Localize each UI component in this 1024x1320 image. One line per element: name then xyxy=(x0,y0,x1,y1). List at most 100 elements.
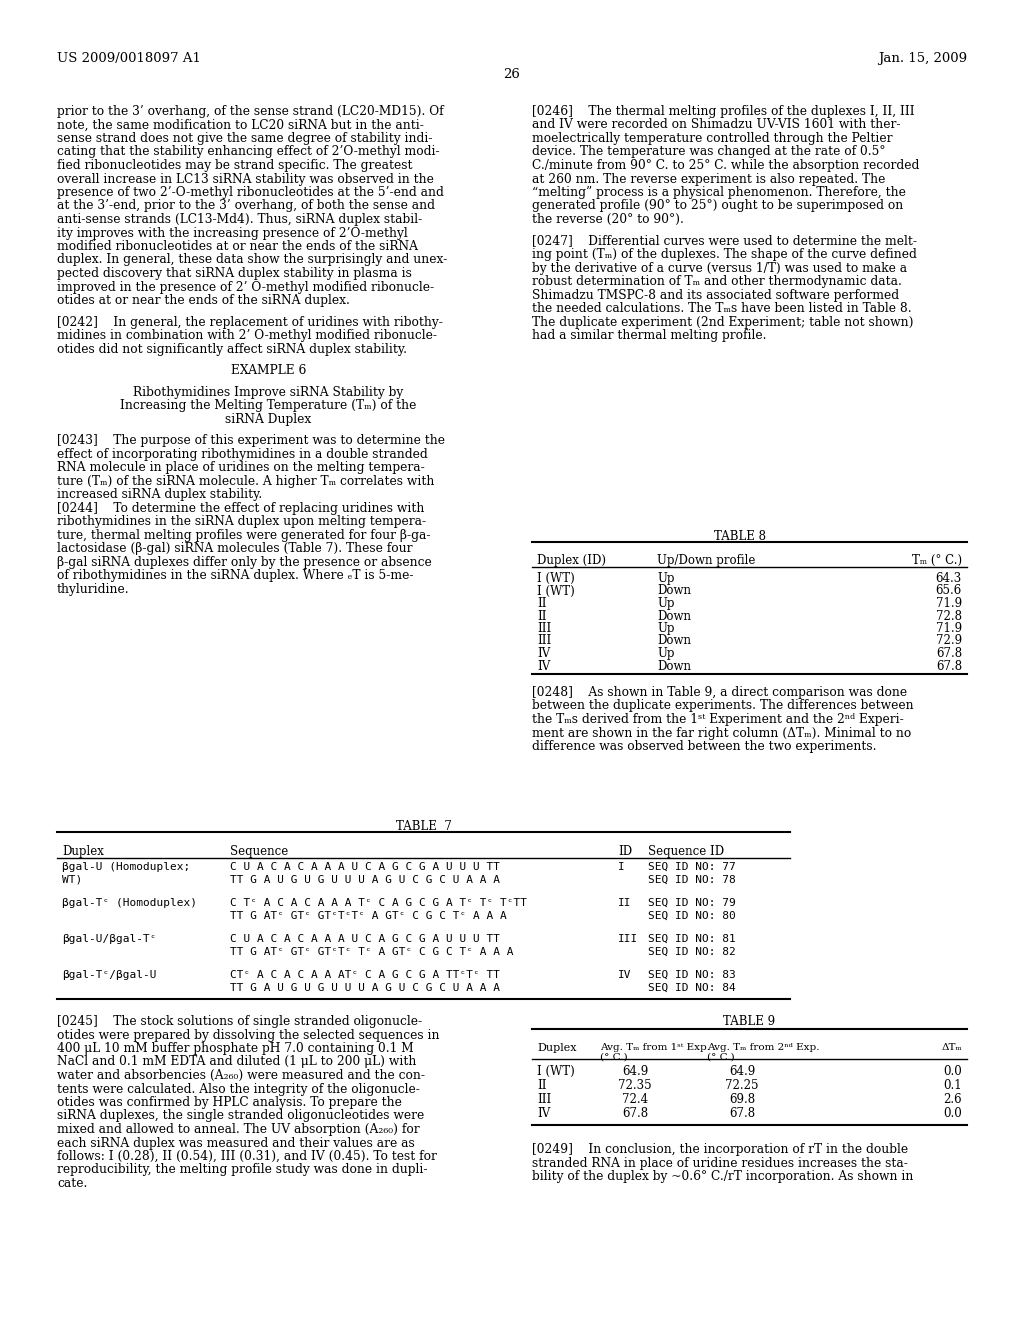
Text: SEQ ID NO: 78: SEQ ID NO: 78 xyxy=(648,875,736,884)
Text: ture (Tₘ) of the siRNA molecule. A higher Tₘ correlates with: ture (Tₘ) of the siRNA molecule. A highe… xyxy=(57,475,434,488)
Text: SEQ ID NO: 81: SEQ ID NO: 81 xyxy=(648,935,736,944)
Text: stranded RNA in place of uridine residues increases the sta-: stranded RNA in place of uridine residue… xyxy=(532,1156,908,1170)
Text: robust determination of Tₘ and other thermodynamic data.: robust determination of Tₘ and other the… xyxy=(532,275,902,288)
Text: Jan. 15, 2009: Jan. 15, 2009 xyxy=(878,51,967,65)
Text: siRNA Duplex: siRNA Duplex xyxy=(225,413,311,426)
Text: III: III xyxy=(618,935,638,944)
Text: 71.9: 71.9 xyxy=(936,597,962,610)
Text: β-gal siRNA duplexes differ only by the presence or absence: β-gal siRNA duplexes differ only by the … xyxy=(57,556,432,569)
Text: 71.9: 71.9 xyxy=(936,622,962,635)
Text: IV: IV xyxy=(537,1107,550,1119)
Text: [0248]    As shown in Table 9, a direct comparison was done: [0248] As shown in Table 9, a direct com… xyxy=(532,686,907,700)
Text: tents were calculated. Also the integrity of the oligonucle-: tents were calculated. Also the integrit… xyxy=(57,1082,420,1096)
Text: I (WT): I (WT) xyxy=(537,572,574,585)
Text: SEQ ID NO: 77: SEQ ID NO: 77 xyxy=(648,862,736,873)
Text: duplex. In general, these data show the surprisingly and unex-: duplex. In general, these data show the … xyxy=(57,253,447,267)
Text: Up: Up xyxy=(657,647,675,660)
Text: Down: Down xyxy=(657,610,691,623)
Text: βgal-Tᶜ/βgal-U: βgal-Tᶜ/βgal-U xyxy=(62,970,157,979)
Text: the reverse (20° to 90°).: the reverse (20° to 90°). xyxy=(532,213,684,226)
Text: II: II xyxy=(537,597,547,610)
Text: 72.35: 72.35 xyxy=(618,1078,652,1092)
Text: 67.8: 67.8 xyxy=(622,1107,648,1119)
Text: US 2009/0018097 A1: US 2009/0018097 A1 xyxy=(57,51,201,65)
Text: SEQ ID NO: 83: SEQ ID NO: 83 xyxy=(648,970,736,979)
Text: Duplex (ID): Duplex (ID) xyxy=(537,554,606,568)
Text: III: III xyxy=(537,635,551,648)
Text: TABLE 9: TABLE 9 xyxy=(723,1015,775,1028)
Text: each siRNA duplex was measured and their values are as: each siRNA duplex was measured and their… xyxy=(57,1137,415,1150)
Text: II: II xyxy=(537,610,547,623)
Text: (° C.): (° C.) xyxy=(707,1053,734,1063)
Text: at the 3’-end, prior to the 3’ overhang, of both the sense and: at the 3’-end, prior to the 3’ overhang,… xyxy=(57,199,435,213)
Text: II: II xyxy=(618,898,632,908)
Text: ity improves with the increasing presence of 2’O-methyl: ity improves with the increasing presenc… xyxy=(57,227,408,239)
Text: [0242]    In general, the replacement of uridines with ribothy-: [0242] In general, the replacement of ur… xyxy=(57,315,442,329)
Text: 72.9: 72.9 xyxy=(936,635,962,648)
Text: midines in combination with 2’ O-methyl modified ribonucle-: midines in combination with 2’ O-methyl … xyxy=(57,329,437,342)
Text: Up/Down profile: Up/Down profile xyxy=(657,554,756,568)
Text: Tₘ (° C.): Tₘ (° C.) xyxy=(912,554,962,568)
Text: ture, thermal melting profiles were generated for four β-ga-: ture, thermal melting profiles were gene… xyxy=(57,529,430,543)
Text: βgal-Tᶜ (Homoduplex): βgal-Tᶜ (Homoduplex) xyxy=(62,898,197,908)
Text: had a similar thermal melting profile.: had a similar thermal melting profile. xyxy=(532,329,767,342)
Text: (° C.): (° C.) xyxy=(600,1053,628,1063)
Text: βgal-U (Homoduplex;: βgal-U (Homoduplex; xyxy=(62,862,190,873)
Text: modified ribonucleotides at or near the ends of the siRNA: modified ribonucleotides at or near the … xyxy=(57,240,418,253)
Text: [0249]    In conclusion, the incorporation of rT in the double: [0249] In conclusion, the incorporation … xyxy=(532,1143,908,1156)
Text: Avg. Tₘ from 1ˢᵗ Exp.: Avg. Tₘ from 1ˢᵗ Exp. xyxy=(600,1043,710,1052)
Text: SEQ ID NO: 84: SEQ ID NO: 84 xyxy=(648,983,736,993)
Text: ΔTₘ: ΔTₘ xyxy=(941,1043,962,1052)
Text: Avg. Tₘ from 2ⁿᵈ Exp.: Avg. Tₘ from 2ⁿᵈ Exp. xyxy=(707,1043,819,1052)
Text: ID: ID xyxy=(618,845,632,858)
Text: reproducibility, the melting profile study was done in dupli-: reproducibility, the melting profile stu… xyxy=(57,1163,427,1176)
Text: C U A C A C A A A U C A G C G A U U U TT: C U A C A C A A A U C A G C G A U U U TT xyxy=(230,862,500,873)
Text: III: III xyxy=(537,1093,551,1106)
Text: 64.9: 64.9 xyxy=(622,1065,648,1078)
Text: anti-sense strands (LC13-Md4). Thus, siRNA duplex stabil-: anti-sense strands (LC13-Md4). Thus, siR… xyxy=(57,213,422,226)
Text: 400 μL 10 mM buffer phosphate pH 7.0 containing 0.1 M: 400 μL 10 mM buffer phosphate pH 7.0 con… xyxy=(57,1041,414,1055)
Text: water and absorbencies (A₂₆₀) were measured and the con-: water and absorbencies (A₂₆₀) were measu… xyxy=(57,1069,425,1082)
Text: C Tᶜ A C A C A A A Tᶜ C A G C G A Tᶜ Tᶜ TᶜTT: C Tᶜ A C A C A A A Tᶜ C A G C G A Tᶜ Tᶜ … xyxy=(230,898,527,908)
Text: Down: Down xyxy=(657,660,691,672)
Text: the needed calculations. The Tₘs have been listed in Table 8.: the needed calculations. The Tₘs have be… xyxy=(532,302,911,315)
Text: lactosidase (β-gal) siRNA molecules (Table 7). These four: lactosidase (β-gal) siRNA molecules (Tab… xyxy=(57,543,413,556)
Text: III: III xyxy=(537,622,551,635)
Text: 65.6: 65.6 xyxy=(936,585,962,598)
Text: C U A C A C A A A U C A G C G A U U U TT: C U A C A C A A A U C A G C G A U U U TT xyxy=(230,935,500,944)
Text: IV: IV xyxy=(537,647,550,660)
Text: EXAMPLE 6: EXAMPLE 6 xyxy=(230,364,306,378)
Text: [0244]    To determine the effect of replacing uridines with: [0244] To determine the effect of replac… xyxy=(57,502,424,515)
Text: “melting” process is a physical phenomenon. Therefore, the: “melting” process is a physical phenomen… xyxy=(532,186,906,199)
Text: 69.8: 69.8 xyxy=(729,1093,755,1106)
Text: SEQ ID NO: 79: SEQ ID NO: 79 xyxy=(648,898,736,908)
Text: 67.8: 67.8 xyxy=(729,1107,755,1119)
Text: Sequence ID: Sequence ID xyxy=(648,845,724,858)
Text: C./minute from 90° C. to 25° C. while the absorption recorded: C./minute from 90° C. to 25° C. while th… xyxy=(532,158,920,172)
Text: ribothymidines in the siRNA duplex upon melting tempera-: ribothymidines in the siRNA duplex upon … xyxy=(57,515,426,528)
Text: [0245]    The stock solutions of single stranded oligonucle-: [0245] The stock solutions of single str… xyxy=(57,1015,422,1028)
Text: 26: 26 xyxy=(504,69,520,81)
Text: at 260 nm. The reverse experiment is also repeated. The: at 260 nm. The reverse experiment is als… xyxy=(532,173,886,186)
Text: IV: IV xyxy=(618,970,632,979)
Text: WT): WT) xyxy=(62,875,82,884)
Text: 72.8: 72.8 xyxy=(936,610,962,623)
Text: TT G ATᶜ GTᶜ GTᶜTᶜ Tᶜ A GTᶜ C G C Tᶜ A A A: TT G ATᶜ GTᶜ GTᶜTᶜ Tᶜ A GTᶜ C G C Tᶜ A A… xyxy=(230,946,513,957)
Text: thyluridine.: thyluridine. xyxy=(57,583,130,595)
Text: increased siRNA duplex stability.: increased siRNA duplex stability. xyxy=(57,488,262,502)
Text: bility of the duplex by ~0.6° C./rT incorporation. As shown in: bility of the duplex by ~0.6° C./rT inco… xyxy=(532,1170,913,1183)
Text: 72.25: 72.25 xyxy=(725,1078,759,1092)
Text: pected discovery that siRNA duplex stability in plasma is: pected discovery that siRNA duplex stabi… xyxy=(57,267,412,280)
Text: NaCl and 0.1 mM EDTA and diluted (1 μL to 200 μL) with: NaCl and 0.1 mM EDTA and diluted (1 μL t… xyxy=(57,1056,417,1068)
Text: [0246]    The thermal melting profiles of the duplexes I, II, III: [0246] The thermal melting profiles of t… xyxy=(532,106,914,117)
Text: 64.3: 64.3 xyxy=(936,572,962,585)
Text: otides was confirmed by HPLC analysis. To prepare the: otides was confirmed by HPLC analysis. T… xyxy=(57,1096,401,1109)
Text: TABLE 8: TABLE 8 xyxy=(714,531,766,543)
Text: prior to the 3’ overhang, of the sense strand (LC20-MD15). Of: prior to the 3’ overhang, of the sense s… xyxy=(57,106,443,117)
Text: Shimadzu TMSPC-8 and its associated software performed: Shimadzu TMSPC-8 and its associated soft… xyxy=(532,289,899,301)
Text: of ribothymidines in the siRNA duplex. Where ₑT is 5-me-: of ribothymidines in the siRNA duplex. W… xyxy=(57,569,414,582)
Text: Down: Down xyxy=(657,635,691,648)
Text: 67.8: 67.8 xyxy=(936,660,962,672)
Text: Down: Down xyxy=(657,585,691,598)
Text: I (WT): I (WT) xyxy=(537,585,574,598)
